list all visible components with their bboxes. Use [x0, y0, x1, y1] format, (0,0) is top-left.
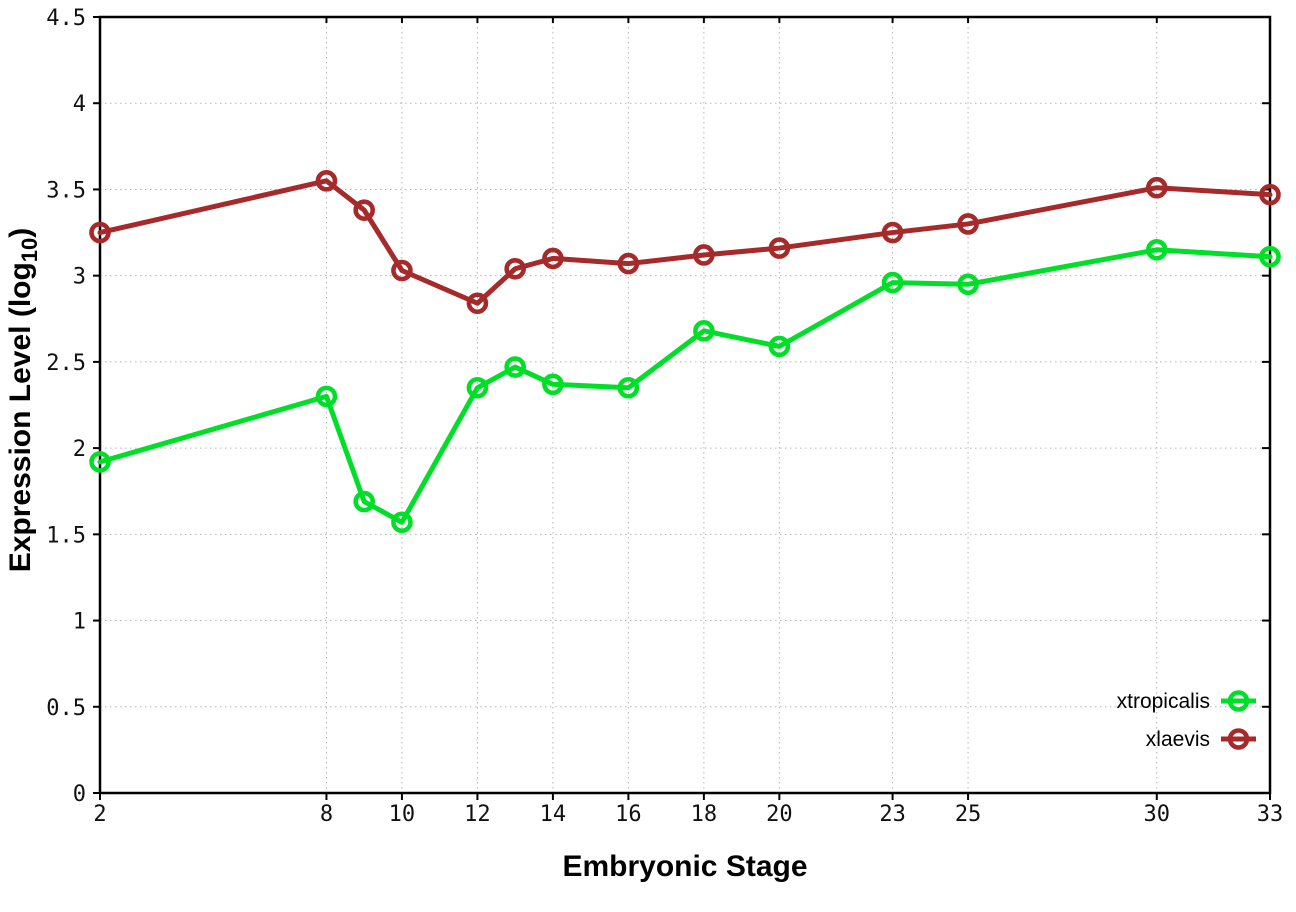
x-tick-label: 10: [389, 802, 416, 827]
xlaevis-marker: [1145, 176, 1168, 199]
xlaevis-line: [97, 178, 1273, 306]
y-tick-label: 4.5: [46, 6, 86, 31]
legend: xtropicalis xlaevis: [1117, 690, 1256, 751]
y-tick-label: 1: [73, 610, 86, 635]
xlaevis-marker: [353, 199, 375, 221]
xtropicalis-marker: [391, 511, 413, 534]
xlaevis-marker: [89, 221, 111, 244]
legend-row-xtropicalis: xtropicalis: [1117, 690, 1256, 713]
xlaevis-marker: [881, 221, 904, 244]
xlaevis-marker: [1259, 183, 1281, 206]
xlaevis-marker: [504, 257, 526, 280]
x-tick-label: 16: [615, 802, 642, 827]
xtropicalis-line: [97, 247, 1273, 525]
xlaevis-marker: [391, 259, 413, 282]
y-axis-title-main: Expression Level (log: [4, 262, 37, 572]
grid-layer: [99, 16, 1271, 794]
xlaevis-marker: [542, 247, 564, 270]
tick-labels-layer: 2 8 10 12 14 16 18 20 23 25 30 33 0 0.5 1 1.5 2 2.5 3 3.5 4 4…: [46, 6, 1283, 827]
xlaevis-marker: [617, 252, 640, 275]
xlaevis-marker: [466, 292, 489, 315]
x-tick-label: 12: [464, 802, 491, 827]
xtropicalis-marker: [353, 490, 375, 513]
x-tick-label: 8: [320, 802, 333, 827]
tick-marks-layer: [93, 16, 1271, 800]
series-xtropicalis: [89, 239, 1281, 534]
y-tick-label: 4: [73, 92, 86, 117]
xtropicalis-marker: [315, 385, 338, 408]
xtropicalis-marker: [693, 320, 715, 342]
x-tick-label: 33: [1257, 802, 1284, 827]
xtropicalis-marker: [1145, 239, 1168, 261]
x-tick-label: 2: [93, 802, 106, 827]
y-tick-label: 2: [73, 437, 86, 462]
y-tick-label: 0.5: [46, 696, 86, 721]
legend-label-xtropicalis: xtropicalis: [1117, 690, 1210, 713]
y-tick-label: 2.5: [46, 351, 86, 376]
xtropicalis-marker: [617, 376, 640, 399]
x-tick-label: 20: [766, 802, 793, 827]
x-tick-label: 30: [1144, 802, 1171, 827]
xtropicalis-marker: [504, 356, 526, 378]
legend-sample-marker-xtropicalis: [1227, 690, 1250, 712]
xlaevis-marker: [315, 170, 338, 192]
y-tick-label: 3: [73, 265, 86, 290]
y-tick-label: 3.5: [46, 178, 86, 203]
y-axis-title-subscript: 10: [17, 238, 42, 262]
x-tick-label: 23: [879, 802, 906, 827]
xtropicalis-marker: [768, 335, 791, 358]
xtropicalis-marker: [89, 451, 111, 473]
legend-row-xlaevis: xlaevis: [1146, 728, 1256, 751]
xlaevis-marker: [693, 244, 715, 266]
xlaevis-marker: [957, 213, 979, 235]
series-layer: [89, 170, 1281, 534]
x-axis-title: Embryonic Stage: [562, 850, 807, 883]
legend-sample-marker-xlaevis: [1227, 728, 1250, 750]
xtropicalis-marker: [1259, 245, 1281, 268]
xtropicalis-marker: [957, 273, 979, 296]
y-tick-label: 0: [73, 782, 86, 807]
xlaevis-marker: [768, 237, 791, 259]
plot-border: [98, 15, 1272, 795]
y-tick-label: 1.5: [46, 523, 86, 548]
y-axis-title-close: ): [4, 228, 37, 238]
x-tick-label: 14: [540, 802, 567, 827]
plot-border-layer: [98, 15, 1272, 795]
series-xlaevis: [89, 170, 1281, 315]
x-tick-label: 18: [691, 802, 718, 827]
xtropicalis-marker: [542, 373, 564, 396]
y-axis-title: Expression Level (log10): [4, 228, 42, 573]
xtropicalis-marker: [466, 376, 489, 399]
legend-label-xlaevis: xlaevis: [1146, 728, 1210, 751]
xtropicalis-marker: [881, 271, 904, 294]
x-tick-label: 25: [955, 802, 982, 827]
